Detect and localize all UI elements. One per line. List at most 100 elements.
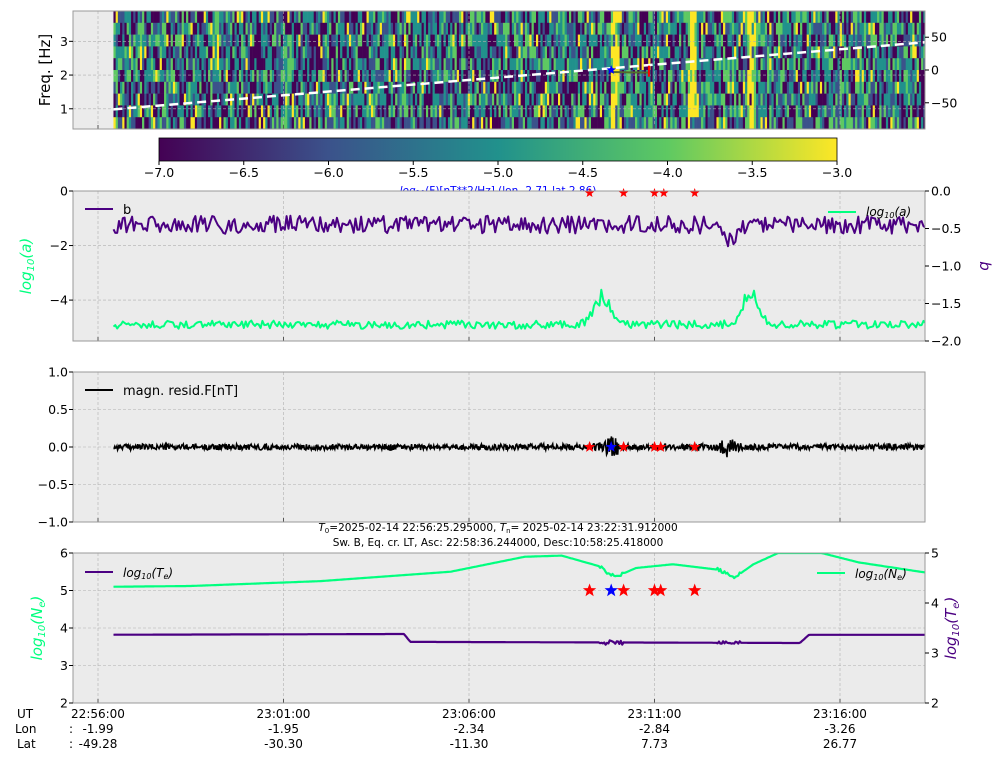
ab-right-ticks: 0.0−0.5−1.0−1.5−2.0	[925, 184, 961, 349]
spectrogram-cell	[965, 105, 968, 117]
spectrogram-cell	[410, 46, 414, 59]
spectrogram-cell	[348, 22, 352, 35]
spectrogram-cell	[538, 58, 541, 71]
spectrogram-cell	[392, 34, 396, 47]
spectrogram-cell	[335, 22, 339, 35]
spectrogram-cell	[230, 34, 233, 47]
spectrogram-cell	[199, 11, 202, 24]
spectrogram-cell	[981, 82, 984, 94]
spectrogram-cell	[593, 93, 596, 106]
spectrogram-cell	[423, 105, 427, 118]
spectrogram-cell	[800, 105, 803, 118]
spectrogram-cell	[150, 22, 154, 35]
spectrogram-cell	[278, 58, 282, 71]
spectrogram-cell	[509, 34, 513, 47]
spectrogram-cell	[131, 81, 134, 94]
spectrogram-cell	[540, 58, 543, 71]
spectrogram-cell	[822, 70, 825, 83]
spectrogram-cell	[252, 70, 255, 83]
y-tick-label: −0.5	[931, 221, 961, 236]
spectrogram-cell	[566, 34, 570, 47]
spectrogram-cell	[498, 105, 502, 118]
spectrogram-cell	[256, 117, 259, 129]
spectrogram-cell	[181, 81, 185, 94]
spectrogram-cell	[972, 94, 975, 106]
spectrogram-cell	[580, 105, 583, 118]
spectrogram-cell	[961, 58, 964, 70]
spectrogram-cell	[659, 117, 662, 129]
spectrogram-cell	[395, 34, 398, 47]
spectrogram-cell	[357, 105, 361, 118]
event-marker	[654, 583, 668, 597]
spectrogram-cell	[852, 58, 856, 71]
spectrogram-cell	[769, 93, 772, 106]
spectrogram-cell	[265, 117, 268, 129]
spectrogram-cell	[188, 46, 191, 59]
spectrogram-cell	[683, 58, 686, 71]
spectrogram-cell	[181, 70, 185, 83]
spectrogram-cell	[311, 93, 315, 106]
spectrogram-cell	[972, 105, 975, 117]
spectrogram-cell	[408, 81, 411, 94]
spectrogram-cell	[775, 117, 779, 129]
y-tick-label: 2	[60, 696, 68, 711]
spectrogram-cell	[307, 105, 310, 118]
spectrogram-cell	[293, 11, 297, 24]
spectrogram-cell	[126, 117, 130, 129]
spectrogram-cell	[535, 46, 539, 59]
spectrogram-cell	[469, 117, 473, 129]
spectrogram-cell	[544, 93, 548, 106]
spectrogram-cell	[720, 93, 724, 106]
spectrogram-cell	[494, 58, 497, 71]
spectrogram-cell	[551, 105, 554, 118]
spectrogram-cell	[269, 70, 273, 83]
spectrogram-cell	[355, 34, 359, 47]
spectrogram-cell	[879, 58, 882, 71]
spectrogram-cell	[311, 117, 315, 129]
spectrogram-cell	[267, 11, 271, 24]
spectrogram-cell	[516, 11, 519, 24]
spectrogram-cell	[923, 58, 925, 71]
spectrogram-cell	[419, 46, 422, 59]
spectrogram-cell	[241, 70, 244, 83]
spectrogram-cell	[186, 22, 189, 35]
spectrogram-cell	[701, 105, 704, 118]
spectrogram-cell	[236, 11, 240, 24]
spectrogram-cell	[639, 105, 642, 118]
spectrogram-cell	[507, 11, 510, 24]
spectrogram-cell	[573, 93, 576, 106]
event-marker	[606, 65, 616, 74]
spectrogram-cell	[577, 93, 581, 106]
spectrogram-cell	[381, 105, 385, 118]
spectrogram-cell	[397, 22, 400, 35]
spectrogram-cell	[833, 70, 836, 83]
spectrogram-cell	[179, 93, 182, 106]
spectrogram-cell	[483, 11, 486, 24]
spectrogram-cell	[551, 70, 554, 83]
spectrogram-cell	[630, 70, 634, 83]
spectrogram-cell	[133, 105, 136, 118]
spectrogram-cell	[718, 46, 722, 59]
spectrogram-cell	[274, 22, 277, 35]
spectrogram-cell	[238, 117, 242, 129]
spectrogram-cell	[970, 70, 973, 82]
spectrogram-cell	[613, 46, 616, 59]
spectrogram-cell	[808, 70, 812, 83]
spectrogram-cell	[445, 117, 449, 129]
spectrogram-cell	[214, 58, 218, 71]
spectrogram-cell	[941, 11, 944, 23]
spectrogram-cell	[348, 105, 352, 118]
spectrogram-cell	[963, 11, 966, 23]
spectrogram-cell	[731, 105, 735, 118]
spectrogram-cell	[707, 58, 711, 71]
spectrogram-cell	[403, 81, 407, 94]
spectrogram-cell	[879, 70, 882, 83]
spectrogram-cell	[509, 46, 513, 59]
spectrogram-cell	[784, 46, 788, 59]
spectrogram-cell	[705, 58, 708, 71]
spectrogram-cell	[976, 117, 979, 129]
spectrogram-cell	[729, 34, 733, 47]
spectrogram-cell	[918, 70, 922, 83]
spectrogram-cell	[340, 58, 343, 71]
spectrogram-cell	[485, 58, 488, 71]
